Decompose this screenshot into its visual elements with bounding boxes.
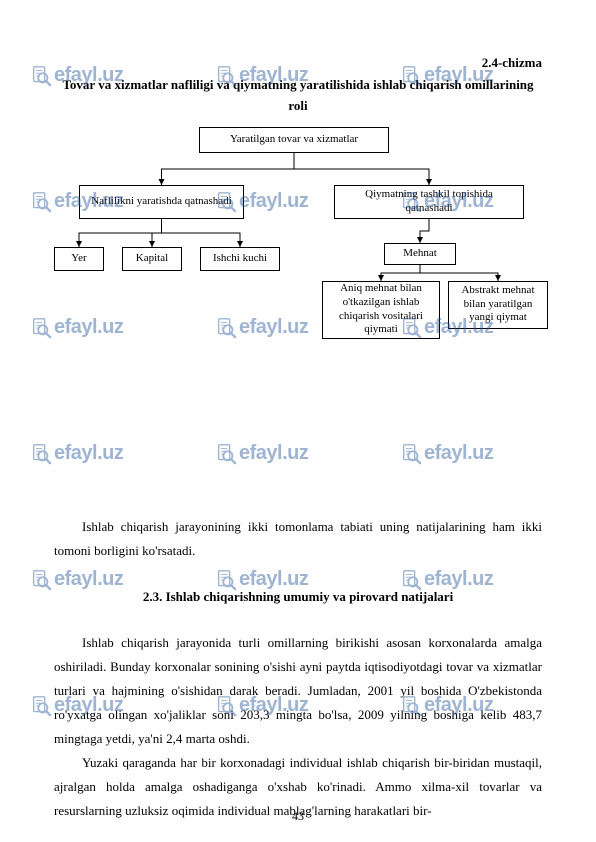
flowchart-node-right: Qiymatning tashkil topishida qatnashadi bbox=[334, 185, 524, 219]
paragraph-2: Ishlab chiqarish jarayonida turli omilla… bbox=[54, 631, 542, 751]
section-title: 2.3. Ishlab chiqarishning umumiy va piro… bbox=[54, 585, 542, 609]
paragraph-1: Ishlab chiqarish jarayonining ikki tomon… bbox=[54, 515, 542, 563]
flowchart-node-abstrakt: Abstrakt mehnat bilan yaratilgan yangi q… bbox=[448, 281, 548, 329]
body-text-block: Ishlab chiqarish jarayonining ikki tomon… bbox=[54, 515, 542, 824]
flowchart-node-kapital: Kapital bbox=[122, 247, 182, 271]
figure-title: Tovar va xizmatlar nafliligi va qiymatni… bbox=[54, 75, 542, 117]
figure-label: 2.4-chizma bbox=[54, 55, 542, 71]
page-content: 2.4-chizma Tovar va xizmatlar nafliligi … bbox=[0, 0, 596, 842]
flowchart-node-left: Naflilikni yaratishda qatnashadi bbox=[79, 185, 244, 219]
flowchart-node-mehnat: Mehnat bbox=[384, 243, 456, 265]
flowchart-node-ishchi: Ishchi kuchi bbox=[200, 247, 280, 271]
flowchart-node-yer: Yer bbox=[54, 247, 104, 271]
flowchart-node-root: Yaratilgan tovar va xizmatlar bbox=[199, 127, 389, 153]
page-number: 43 bbox=[0, 809, 596, 824]
flowchart-diagram: Yaratilgan tovar va xizmatlar Naflilikni … bbox=[54, 127, 542, 357]
flowchart-node-aniq: Aniq mehnat bilan o'tkazilgan ishlab chi… bbox=[322, 281, 440, 339]
